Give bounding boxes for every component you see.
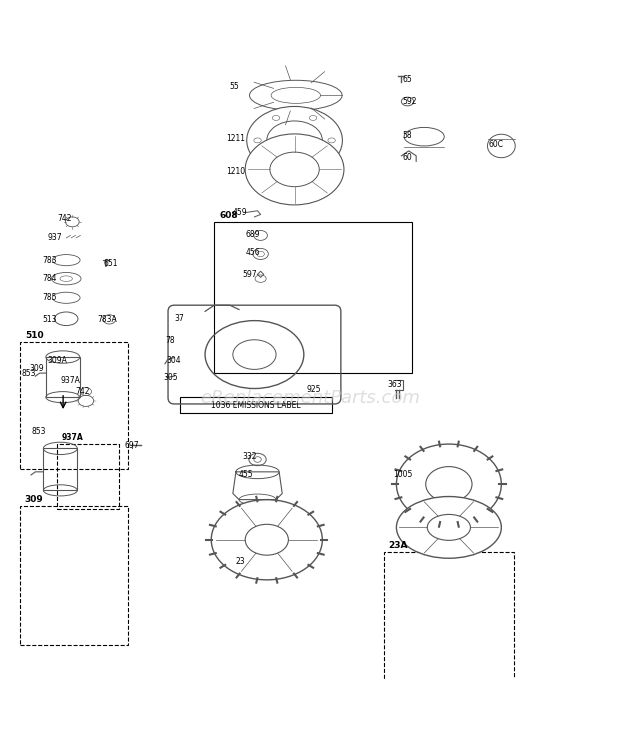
Text: 592: 592: [402, 97, 417, 106]
Text: eReplacementParts.com: eReplacementParts.com: [200, 388, 420, 407]
Text: 37: 37: [174, 314, 184, 323]
Text: 937: 937: [48, 233, 62, 242]
Text: 784: 784: [42, 274, 56, 283]
Text: 459: 459: [233, 208, 247, 217]
Text: 309A: 309A: [48, 356, 68, 366]
Text: 608: 608: [219, 211, 238, 220]
Ellipse shape: [396, 497, 502, 558]
Text: 363: 363: [387, 380, 402, 389]
Text: 783: 783: [42, 255, 56, 265]
Text: 455: 455: [239, 471, 254, 480]
Text: 853: 853: [31, 427, 45, 436]
Bar: [20, 342, 128, 468]
Text: 309: 309: [30, 364, 45, 373]
Bar: [180, 397, 332, 413]
Text: 783A: 783A: [97, 315, 117, 324]
Text: 742: 742: [76, 387, 90, 396]
Ellipse shape: [211, 500, 322, 580]
Text: 513: 513: [42, 315, 56, 324]
Text: 332: 332: [242, 452, 257, 461]
Text: 697: 697: [125, 441, 140, 450]
Text: 742: 742: [57, 215, 71, 223]
Text: 937A: 937A: [60, 376, 80, 385]
Text: 597: 597: [242, 270, 257, 279]
Text: 651: 651: [104, 259, 118, 269]
Text: 304: 304: [167, 356, 182, 365]
Text: 60: 60: [402, 152, 412, 161]
Ellipse shape: [396, 444, 502, 525]
Text: 1036 EMISSIONS LABEL: 1036 EMISSIONS LABEL: [211, 400, 301, 410]
Bar: [215, 222, 412, 373]
Text: 58: 58: [402, 131, 412, 140]
Text: 937A: 937A: [61, 433, 83, 442]
Text: 65: 65: [402, 75, 412, 84]
Text: 23: 23: [236, 556, 246, 566]
Text: 305: 305: [163, 373, 178, 382]
Text: 78: 78: [165, 336, 175, 345]
Bar: [57, 444, 118, 509]
Bar: [384, 552, 514, 688]
Text: 1211: 1211: [227, 134, 246, 143]
Text: 60C: 60C: [489, 140, 504, 149]
Bar: [43, 448, 78, 491]
Ellipse shape: [245, 134, 344, 205]
Text: 55: 55: [230, 81, 239, 90]
Text: 510: 510: [25, 332, 43, 340]
Text: 689: 689: [245, 229, 260, 239]
Text: 925: 925: [307, 386, 321, 394]
Ellipse shape: [247, 107, 342, 175]
Bar: [46, 357, 80, 397]
Text: 23A: 23A: [388, 541, 408, 551]
Bar: [20, 505, 128, 645]
Text: 456: 456: [245, 248, 260, 258]
Text: 309: 309: [25, 495, 43, 504]
Text: 853: 853: [21, 369, 35, 377]
Text: 785: 785: [42, 293, 56, 302]
Text: 1005: 1005: [393, 471, 413, 480]
Text: 1210: 1210: [227, 166, 246, 176]
